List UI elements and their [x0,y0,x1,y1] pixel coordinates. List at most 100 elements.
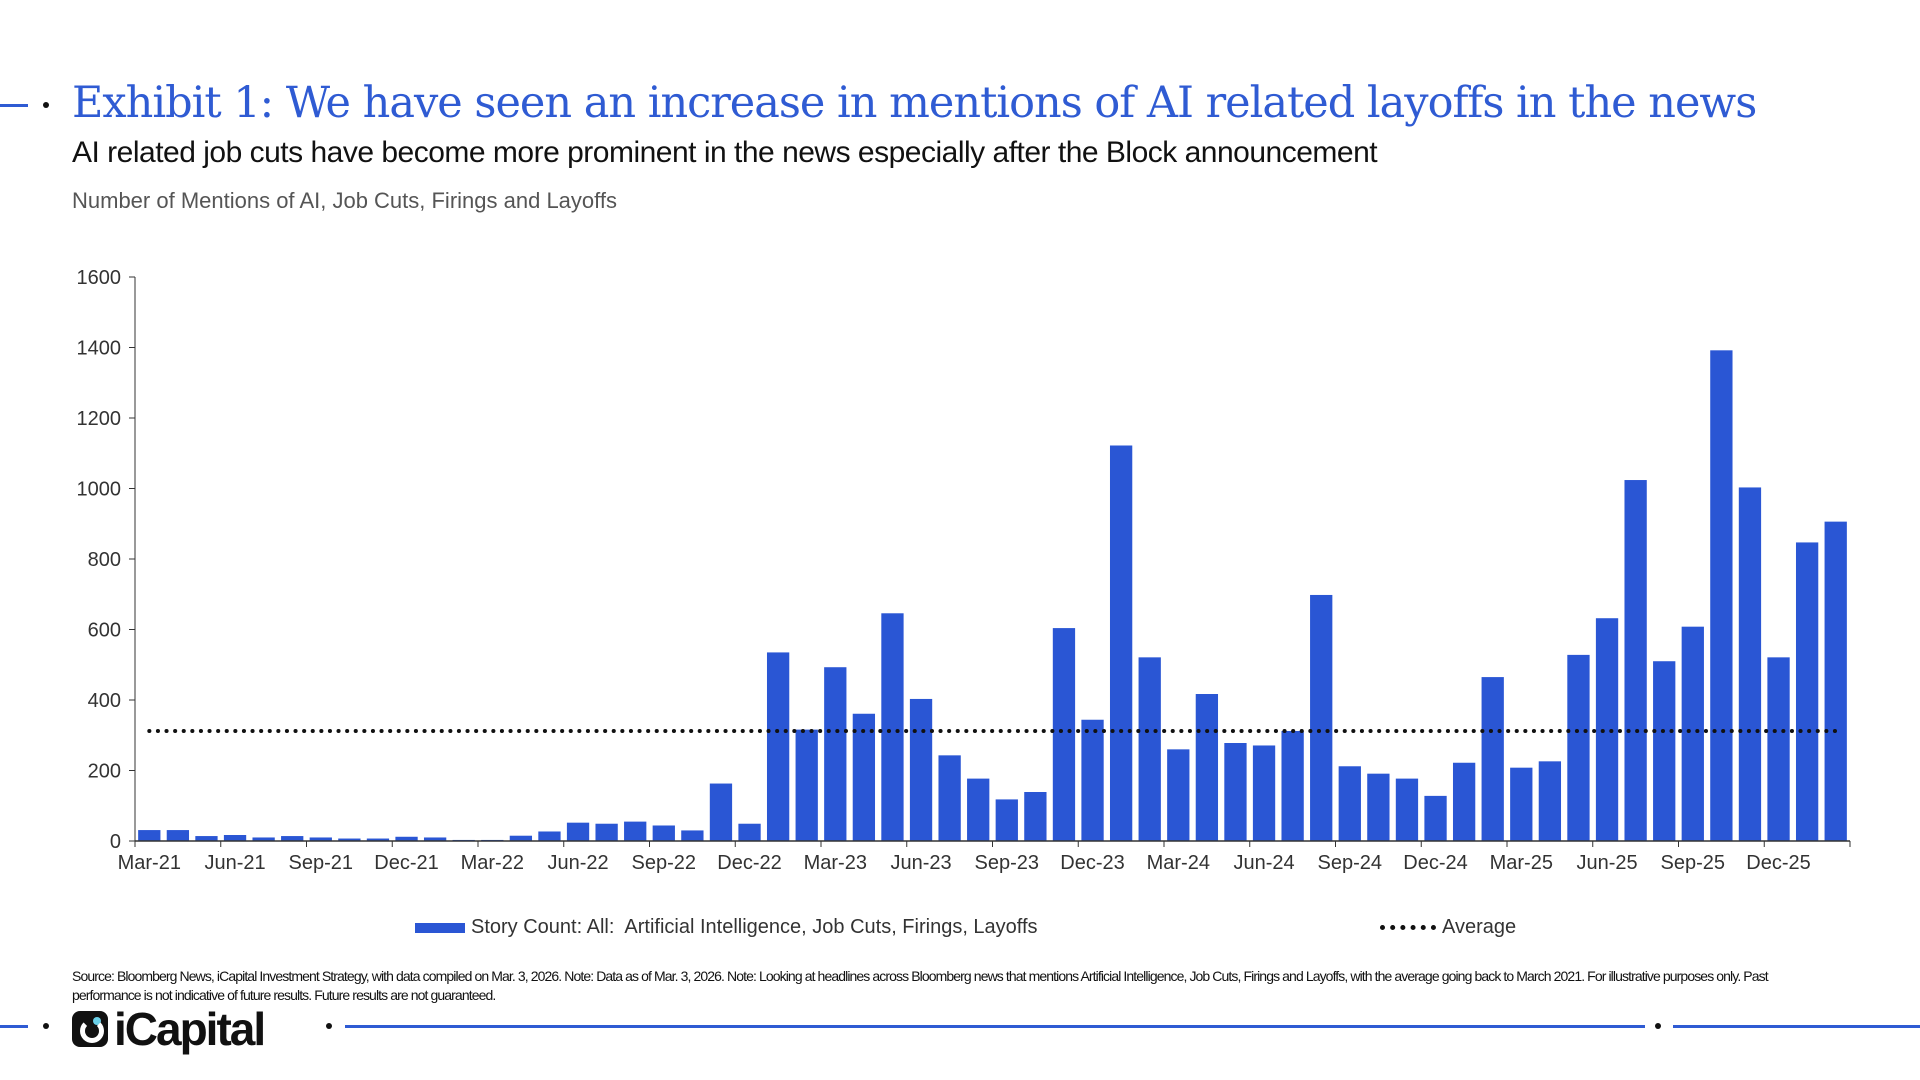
x-tick-label: Jun-25 [1576,852,1637,874]
y-tick-label: 1000 [77,479,122,501]
y-tick-label: 1200 [77,408,122,430]
bar-Oct-21 [338,838,361,841]
legend-swatch-bar [415,922,465,933]
footer-dot-mid [326,1023,332,1029]
bar-Jan-22 [423,837,447,841]
bar-Aug-25 [1653,661,1676,841]
bar-May-22 [538,831,561,841]
bar-Nov-25 [1738,487,1762,841]
x-tick-label: Sep-24 [1318,852,1383,874]
bar-Jun-22 [566,822,590,841]
x-tick-label: Mar-22 [461,852,524,874]
x-tick-label: Dec-25 [1746,852,1810,874]
footer-dash-right [1673,1025,1920,1028]
bar-Sep-24 [1338,766,1361,841]
bar-May-21 [195,836,218,841]
bar-Jan-26 [1795,542,1819,841]
bar-Jun-24 [1252,745,1276,841]
bar-May-25 [1567,654,1590,841]
bar-Dec-25 [1767,657,1790,841]
legend-label-average: Average [1442,916,1517,938]
page-subtitle: AI related job cuts have become more pro… [72,136,1378,169]
bar-Nov-23 [1052,628,1076,841]
x-tick-label: Jun-21 [204,852,265,874]
x-tick-label: Sep-25 [1661,852,1726,874]
x-tick-label: Mar-23 [804,852,867,874]
header-dash [0,104,28,107]
bar-Jun-25 [1595,618,1619,841]
bar-Jan-23 [766,652,790,841]
bar-Oct-24 [1367,773,1390,841]
bar-Jul-22 [595,823,618,841]
bar-May-24 [1224,743,1247,841]
header-dot [43,102,49,108]
bar-Jan-24 [1109,445,1133,841]
bar-Jun-23 [909,698,933,841]
bar-Jul-24 [1281,731,1304,841]
bar-Dec-23 [1081,719,1104,841]
bar-Nov-22 [709,783,733,841]
bar-Jul-23 [938,755,961,841]
bar-Mar-25 [1510,767,1533,841]
y-tick-label: 0 [110,831,121,853]
bar-Nov-24 [1395,778,1419,841]
bar-Sep-23 [995,799,1018,841]
bar-Sep-21 [309,837,332,841]
bar-Mar-23 [824,667,847,841]
bar-Dec-24 [1424,795,1447,841]
bar-chart: 0 200 400 600 800 1000 1200 1400 1600 Mar-21 Jun-2… [77,267,1851,874]
bar-Jul-21 [252,837,275,841]
bar-Oct-25 [1710,350,1733,841]
bar-Aug-24 [1310,594,1333,841]
legend-item-average: Average [1380,916,1516,939]
bar-Aug-21 [281,836,304,841]
footer-dot-left [43,1023,49,1029]
x-tick-label: Sep-23 [975,852,1040,874]
chart-label: Number of Mentions of AI, Job Cuts, Firi… [72,188,617,213]
bar-Feb-25 [1481,677,1504,841]
legend-item-story-count: Story Count: All: Artificial Intelligenc… [415,916,1038,939]
bar-May-23 [881,613,904,841]
y-tick-label: 400 [88,690,121,712]
x-tick-label: Mar-21 [118,852,181,874]
y-tick-label: 1600 [77,267,122,289]
bar-Jan-25 [1452,762,1476,841]
bar-Feb-24 [1138,657,1161,841]
y-tick-label: 1400 [77,338,122,360]
bar-Dec-22 [738,823,761,841]
bar-Mar-21 [138,830,161,841]
bar-Dec-21 [395,836,418,841]
footer-dash-left [0,1025,28,1028]
bar-Nov-21 [366,838,390,841]
footnote: Source: Bloomberg News, iCapital Investm… [72,968,1769,1003]
x-tick-label: Sep-22 [632,852,697,874]
x-tick-label: Dec-24 [1403,852,1467,874]
x-tick-label: Mar-25 [1490,852,1553,874]
icapital-logo-icon [72,1011,108,1047]
x-tick-label: Sep-21 [289,852,354,874]
bar-Jul-25 [1624,480,1647,841]
bar-Apr-24 [1195,694,1219,841]
y-tick-label: 800 [88,549,121,571]
bar-Feb-26 [1824,521,1847,841]
bar-Oct-22 [681,830,704,841]
bar-Sep-22 [652,825,675,841]
icapital-logo: iCapital [72,1002,266,1056]
x-tick-label: Dec-21 [374,852,438,874]
footer-rule [345,1025,1645,1028]
footer-dot-right [1655,1023,1661,1029]
bar-Aug-23 [967,778,990,841]
bar-Apr-23 [852,713,876,841]
y-tick-label: 200 [88,761,121,783]
bar-Oct-23 [1024,792,1047,841]
bar-Apr-22 [509,835,533,841]
x-tick-label: Jun-22 [547,852,608,874]
x-tick-label: Jun-23 [890,852,951,874]
logo-text: iCapital [114,1003,266,1055]
y-tick-label: 600 [88,620,121,642]
legend-label-story-count: Story Count: All: Artificial Intelligenc… [471,916,1038,938]
x-tick-label: Dec-22 [717,852,781,874]
page-title: Exhibit 1: We have seen an increase in m… [72,78,1757,128]
bar-Aug-22 [624,821,647,841]
x-tick-label: Dec-23 [1060,852,1124,874]
